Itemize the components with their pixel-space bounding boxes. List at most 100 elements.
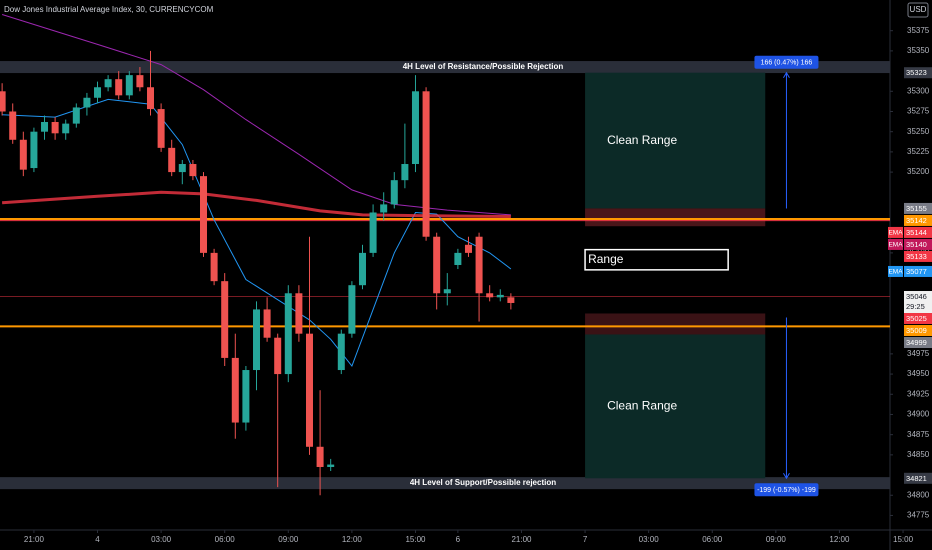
candle-body	[9, 111, 17, 140]
y-tick-label: 34900	[907, 410, 930, 419]
y-tick-label: 34925	[907, 389, 930, 398]
x-tick-label: 21:00	[24, 535, 45, 544]
candle-body	[337, 333, 345, 371]
indicator-line	[1, 14, 511, 216]
level-band	[0, 61, 890, 74]
candle-body	[284, 293, 292, 375]
x-tick-label: 03:00	[151, 535, 172, 544]
price-tag: EMA	[888, 230, 903, 237]
zone	[585, 72, 766, 209]
candle-body	[147, 87, 155, 110]
price-label: 35155	[906, 204, 927, 213]
price-tag-box	[888, 238, 903, 250]
currency-box[interactable]	[907, 2, 929, 18]
x-tick-label: 09:00	[766, 535, 787, 544]
measure-label: 166 (0.47%) 166	[761, 60, 813, 67]
x-tick-label: 7	[583, 535, 588, 544]
y-tick-label: 34850	[907, 450, 930, 459]
candle-body	[454, 252, 462, 265]
y-tick-label: 34975	[907, 349, 930, 358]
price-tag-box	[888, 226, 903, 238]
measure-label: -199 (-0.57%) -199	[757, 487, 816, 494]
price-label: 34999	[906, 338, 927, 347]
price-label-box	[904, 325, 932, 337]
price-label: 35133	[906, 252, 927, 261]
candle-body	[104, 79, 112, 88]
price-label: 35009	[906, 326, 927, 335]
price-label: 35140	[906, 240, 927, 249]
x-tick-label: 15:00	[893, 535, 914, 544]
candle-body	[242, 370, 250, 423]
price-label-box	[904, 202, 932, 214]
zone	[585, 313, 766, 335]
candle-body	[369, 212, 377, 253]
candle-body	[305, 333, 313, 447]
y-tick-label: 35225	[907, 147, 930, 156]
price-label: 34821	[906, 474, 927, 483]
y-tick-label: 34775	[907, 511, 930, 520]
candle-body	[433, 236, 441, 294]
candle-body	[125, 75, 133, 96]
y-tick-label: 35350	[907, 46, 930, 55]
x-tick-label: 6	[456, 535, 461, 544]
x-tick-label: 12:00	[829, 535, 850, 544]
candle-body	[358, 252, 366, 286]
measure-arrow	[783, 71, 790, 78]
price-label: 35142	[906, 216, 927, 225]
x-tick-label: 06:00	[215, 535, 236, 544]
axes: 3537535350353003527535250352253520035100…	[24, 26, 932, 544]
candle-body	[231, 357, 239, 423]
zone	[584, 248, 729, 271]
candle-body	[51, 121, 59, 134]
candle-body	[19, 139, 27, 170]
measure-label-box	[754, 55, 819, 69]
candle-body	[41, 121, 49, 132]
candle-body	[30, 131, 38, 169]
price-label-box	[904, 250, 932, 262]
candle-body	[178, 164, 186, 173]
x-tick-label: 09:00	[278, 535, 299, 544]
candle-body	[72, 107, 80, 124]
candle-body	[507, 297, 515, 303]
candle-body	[83, 97, 91, 108]
x-tick-label: 03:00	[639, 535, 660, 544]
price-label: 35046	[906, 292, 927, 301]
candle-body	[115, 79, 123, 96]
x-tick-label: 21:00	[511, 535, 532, 544]
candle-body	[157, 109, 165, 148]
candle-body	[168, 147, 176, 173]
plot-area: 4H Level of Resistance/Possible Rejectio…	[0, 14, 890, 497]
y-tick-label: 35200	[907, 167, 930, 176]
zone-label: Clean Range	[607, 399, 677, 413]
price-label-box	[904, 67, 932, 79]
level-label: 4H Level of Support/Possible rejection	[410, 478, 556, 487]
candle-body	[94, 87, 102, 98]
candle-body	[486, 293, 494, 298]
price-tag: EMA	[888, 269, 903, 276]
candle-body	[0, 91, 6, 112]
price-label-box	[904, 291, 932, 314]
price-label-box	[904, 313, 932, 325]
currency[interactable]: USD	[910, 5, 927, 14]
candle-body	[62, 123, 70, 134]
price-label-box	[904, 214, 932, 226]
y-tick-label: 35250	[907, 127, 930, 136]
candle-body	[316, 446, 324, 467]
candle-body	[210, 252, 218, 282]
measure-arrow	[783, 473, 790, 480]
zone	[585, 334, 766, 479]
candle-body	[348, 285, 356, 334]
y-tick-label: 34950	[907, 369, 930, 378]
price-label-box	[904, 472, 932, 484]
candle-body	[401, 164, 409, 181]
level-label: 4H Level of Resistance/Possible Rejectio…	[403, 62, 564, 71]
candle-body	[274, 337, 282, 375]
candle-body	[411, 91, 419, 165]
price-label: 35077	[906, 267, 927, 276]
indicator-line	[2, 98, 512, 368]
price-label-box	[904, 238, 932, 250]
price-label: 35323	[906, 68, 927, 77]
price-tag-box	[888, 265, 903, 277]
candle-body	[327, 464, 335, 467]
